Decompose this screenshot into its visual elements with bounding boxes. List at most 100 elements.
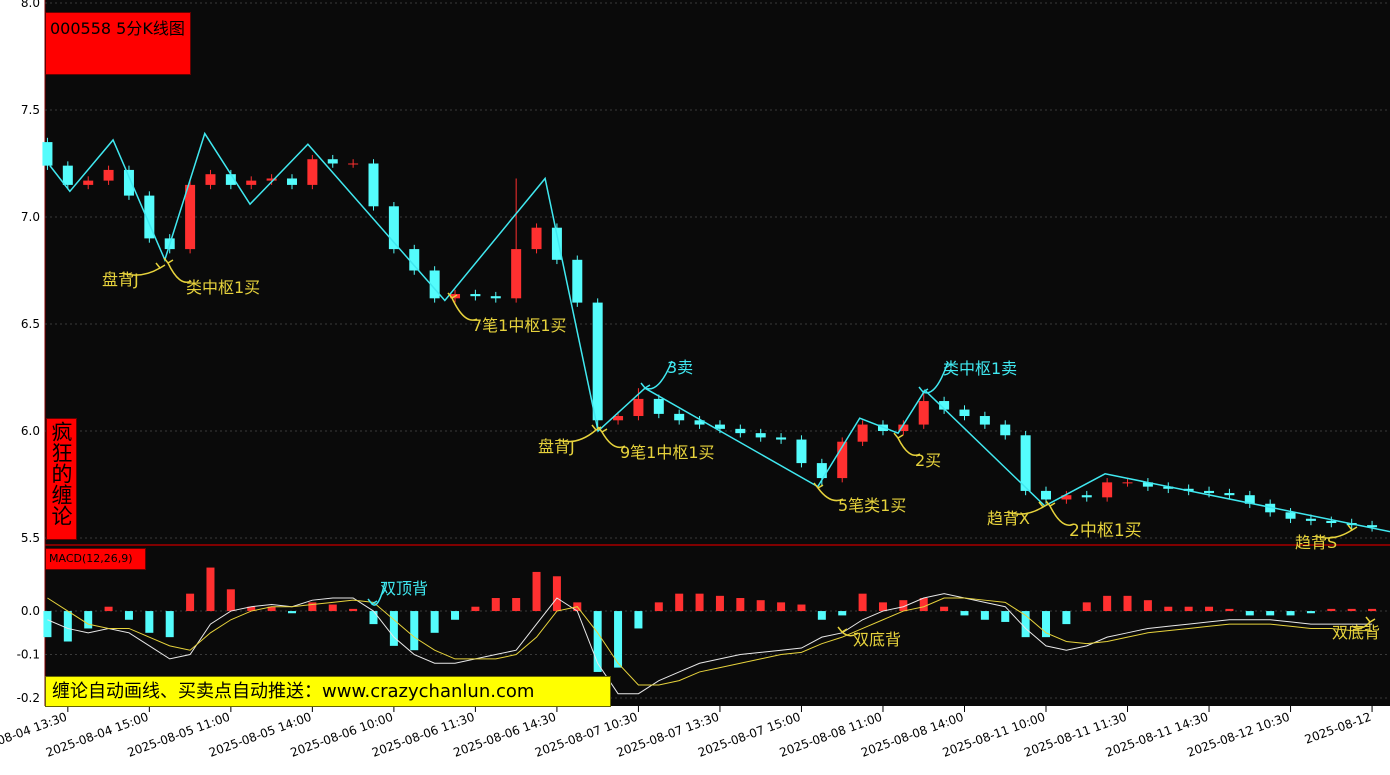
candle-body	[1081, 495, 1092, 498]
plot-background	[45, 0, 1390, 706]
arrow-head	[837, 626, 848, 633]
candle-body	[714, 424, 725, 429]
arrow-head	[163, 257, 174, 264]
macd-bar	[124, 611, 133, 620]
candle-body	[1020, 435, 1031, 491]
candle-body	[551, 227, 562, 260]
candle-body	[1183, 488, 1194, 491]
annotation: 盘背J	[538, 437, 575, 456]
macd-bar	[980, 611, 989, 620]
candle-body	[735, 428, 746, 434]
annotation: 2买	[915, 451, 941, 470]
annotation-arrow	[601, 431, 626, 449]
candle-body	[348, 163, 359, 165]
macd-bar	[1082, 602, 1091, 612]
candle-body	[123, 169, 134, 196]
candle-body	[83, 180, 94, 185]
banner: 缠论自动画线、买卖点自动推送：www.crazychanlun.com	[45, 676, 611, 707]
y-tick-label: -0.2	[17, 691, 40, 705]
macd-bar	[777, 602, 786, 612]
macd-bar	[919, 598, 928, 612]
macd-bar	[1368, 608, 1377, 612]
annotation-arrow	[1314, 529, 1353, 539]
candle-body	[939, 401, 950, 410]
macd-label: MACD(12,26,9)	[45, 548, 146, 570]
macd-bar	[797, 604, 806, 612]
macd-bar	[715, 595, 724, 612]
macd-bar	[1103, 595, 1112, 612]
candle-body	[368, 163, 379, 207]
candle-body	[144, 195, 155, 239]
annotation-arrow	[1351, 621, 1371, 629]
arrow-head	[155, 262, 166, 269]
macd-bar	[267, 606, 276, 612]
macd-bar	[756, 600, 765, 612]
macd-bar	[552, 576, 561, 612]
macd-bar	[430, 611, 439, 633]
arrow-head	[1347, 524, 1358, 531]
macd-bar	[1286, 611, 1295, 616]
macd-bar	[451, 611, 460, 620]
candle-body	[837, 441, 848, 479]
candle-body	[1244, 495, 1255, 504]
arrow-head	[597, 426, 608, 433]
annotation: 类中枢1买	[186, 278, 260, 297]
macd-bar	[817, 611, 826, 620]
annotation: 双底背	[853, 630, 901, 649]
annotation: 双底背	[1332, 623, 1380, 642]
candle-body	[1224, 493, 1235, 496]
candle-body	[62, 165, 73, 185]
macd-bar	[369, 611, 378, 625]
arrow-head	[367, 598, 378, 605]
macd-bar	[145, 611, 154, 633]
candle-body	[776, 437, 787, 440]
macd-bar	[1143, 600, 1152, 612]
y-tick-label: -0.1	[17, 648, 40, 662]
macd-bar	[736, 598, 745, 612]
macd-bar	[43, 611, 52, 638]
macd-bar	[1164, 606, 1173, 612]
macd-bar	[471, 606, 480, 612]
macd-bar	[308, 602, 317, 612]
candle-body	[429, 270, 440, 299]
candle-body	[1163, 486, 1174, 489]
candle-body	[592, 302, 603, 421]
candle-body	[225, 174, 236, 185]
candle-body	[307, 159, 318, 185]
macd-bar	[1306, 611, 1315, 614]
macd-bar	[328, 604, 337, 612]
candle-body	[1305, 518, 1316, 521]
candle-body	[816, 463, 827, 479]
macd-bar	[206, 567, 215, 612]
y-tick-label: 6.5	[21, 317, 40, 331]
annotation-arrow	[557, 429, 597, 443]
macd-bar	[226, 589, 235, 612]
macd-bar	[491, 598, 500, 612]
annotation-arrow	[897, 437, 921, 456]
annotation-arrow	[451, 297, 478, 321]
candle-body	[409, 249, 420, 271]
title-box: 000558 5分K线图	[45, 12, 191, 75]
candle-body	[1041, 490, 1052, 500]
annotation-arrow	[167, 262, 192, 283]
candle-body	[1142, 482, 1153, 487]
candle-body	[613, 416, 624, 421]
macd-bar	[63, 611, 72, 642]
candle-body	[246, 180, 257, 185]
macd-bar	[410, 611, 419, 651]
macd-bar	[349, 608, 358, 612]
macd-line	[47, 593, 1373, 695]
annotation: 9笔1中枢1买	[620, 443, 715, 462]
candle-body	[266, 178, 277, 181]
annotation: 3卖	[667, 358, 693, 377]
candle-body	[979, 416, 990, 425]
macd-bar	[287, 611, 296, 614]
candle-body	[327, 159, 338, 164]
annotation: 2中枢1买	[1069, 521, 1142, 541]
y-tick-label: 7.5	[21, 103, 40, 117]
bi-line	[49, 131, 1390, 533]
arrow-head	[640, 382, 651, 389]
y-tick-label: 6.0	[21, 424, 40, 438]
